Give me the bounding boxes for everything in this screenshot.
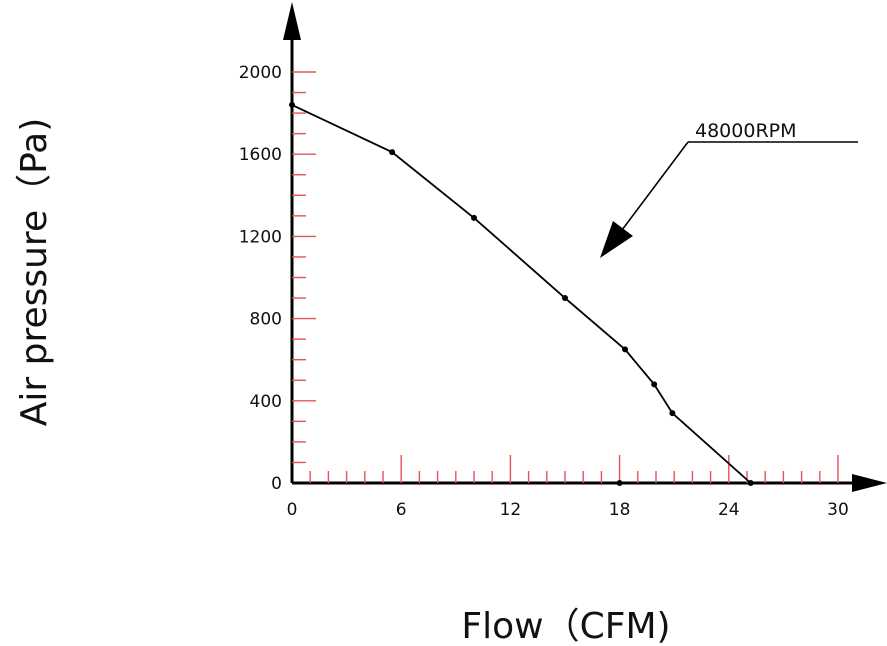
y-axis-minor-ticks <box>292 71 316 464</box>
x-tick-label: 30 <box>827 500 849 520</box>
x-tick-label: 0 <box>287 500 298 520</box>
x-axis-arrowhead <box>852 474 887 492</box>
x-axis-minor-ticks <box>309 455 839 483</box>
series-points-48000rpm <box>289 101 754 486</box>
x-axis-tick-labels: 0 6 12 18 24 30 <box>287 500 849 520</box>
y-tick-label: 0 <box>271 474 282 494</box>
x-tick-label: 6 <box>396 500 407 520</box>
series-point <box>651 381 658 388</box>
annotation-label: 48000RPM <box>695 120 797 142</box>
y-axis-arrowhead <box>283 2 301 40</box>
x-tick-label: 18 <box>609 500 631 520</box>
y-tick-label: 800 <box>250 310 282 330</box>
y-tick-label: 1200 <box>239 227 282 247</box>
annotation-leader-line <box>621 141 689 231</box>
series-point <box>562 295 568 302</box>
series-point <box>622 346 629 353</box>
series-point <box>669 410 676 417</box>
y-axis-tick-labels: 0 400 800 1200 1600 2000 <box>239 63 282 494</box>
x-tick-label: 12 <box>500 500 522 520</box>
x-axis-title: Flow（CFM) <box>461 606 670 646</box>
series-point <box>747 480 754 486</box>
axis-point <box>616 480 623 486</box>
y-axis-title: Air pressure（Pa) <box>14 118 55 427</box>
series-point <box>471 214 477 221</box>
y-tick-label: 1600 <box>239 145 282 165</box>
series-point <box>289 101 295 108</box>
series-line-48000rpm <box>291 104 752 484</box>
y-tick-label: 2000 <box>239 63 282 83</box>
series-point <box>389 149 396 156</box>
y-tick-label: 400 <box>250 392 282 412</box>
series-annotation: 48000RPM <box>600 120 858 258</box>
annotation-arrowhead <box>600 221 633 258</box>
x-tick-label: 24 <box>718 500 740 520</box>
